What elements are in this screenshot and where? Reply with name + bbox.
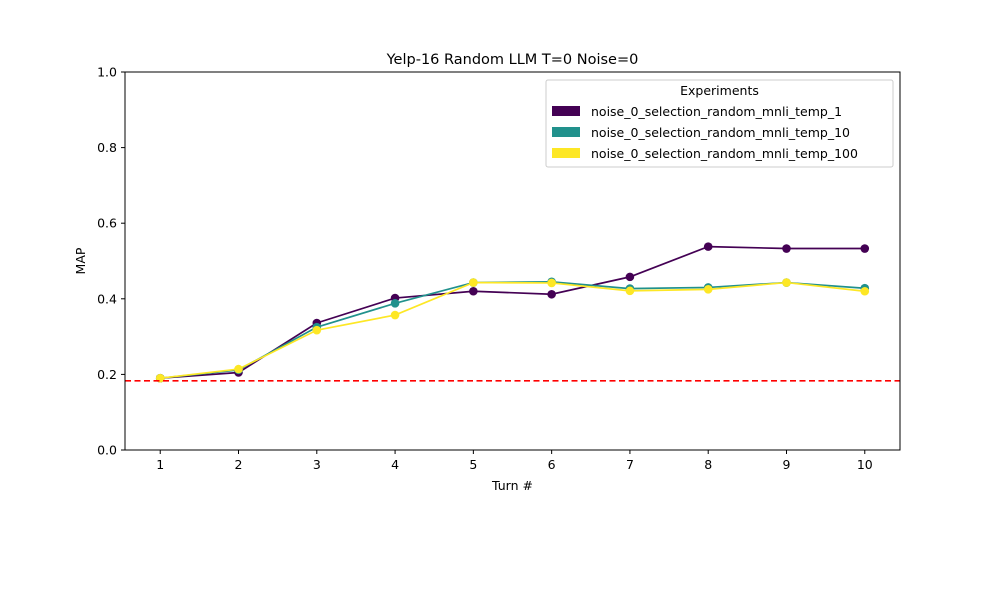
legend-swatch-temp-1 [552, 106, 580, 116]
y-tick-label: 0.2 [97, 367, 117, 382]
chart-title: Yelp-16 Random LLM T=0 Noise=0 [386, 52, 639, 68]
data-point [625, 272, 635, 282]
legend-label-temp-10: noise_0_selection_random_mnli_temp_10 [591, 125, 850, 140]
x-tick-label: 5 [469, 457, 477, 472]
x-tick-label: 4 [391, 457, 399, 472]
y-tick-label: 1.0 [97, 65, 117, 80]
data-point [469, 286, 478, 296]
y-axis: 0.0 0.2 0.4 0.6 0.8 1.0 [97, 65, 125, 458]
data-point [234, 364, 243, 374]
plot-area [125, 242, 900, 383]
data-point [312, 325, 322, 335]
legend-title: Experiments [680, 83, 759, 98]
y-tick-label: 0.8 [97, 140, 117, 155]
legend-box [545, 79, 894, 168]
legend-swatch-temp-10 [552, 127, 580, 137]
data-point [547, 289, 556, 299]
x-tick-label: 7 [626, 457, 634, 472]
data-point [782, 244, 791, 253]
legend-label-temp-100: noise_0_selection_random_mnli_temp_100 [591, 146, 858, 161]
axes-frame [124, 71, 901, 451]
x-tick-label: 9 [783, 457, 791, 472]
x-tick-label: 1 [156, 457, 164, 472]
x-tick-label: 8 [704, 457, 712, 472]
data-point [860, 286, 870, 296]
x-tick-label: 2 [235, 457, 243, 472]
data-point [703, 242, 713, 251]
series-3 [155, 278, 870, 383]
legend-swatch-temp-100 [552, 148, 580, 158]
x-tick-label: 6 [548, 457, 556, 472]
x-tick-label: 3 [313, 457, 321, 472]
y-axis-label: MAP [73, 247, 88, 274]
y-tick-label: 0.0 [97, 443, 117, 458]
x-axis: 1 2 3 4 5 6 7 8 9 10 [156, 450, 873, 472]
series-line [160, 281, 865, 380]
x-axis-label: Turn # [491, 478, 533, 493]
y-tick-label: 0.4 [97, 291, 117, 306]
x-tick-label: 10 [857, 457, 873, 472]
data-point [782, 278, 791, 287]
legend: Experiments noise_0_selection_random_mnl… [545, 79, 894, 168]
y-tick-label: 0.6 [97, 216, 117, 231]
data-point [625, 286, 635, 296]
data-point [469, 278, 478, 287]
legend-label-temp-1: noise_0_selection_random_mnli_temp_1 [591, 104, 842, 119]
data-point [547, 278, 556, 288]
data-point [860, 244, 870, 253]
data-point [390, 310, 400, 320]
data-point [390, 299, 400, 308]
data-point [703, 285, 713, 294]
